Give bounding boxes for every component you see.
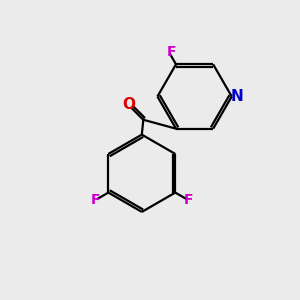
Text: F: F bbox=[184, 193, 193, 207]
Text: N: N bbox=[231, 89, 244, 104]
Text: O: O bbox=[122, 97, 135, 112]
Text: F: F bbox=[167, 45, 176, 59]
Text: F: F bbox=[90, 193, 100, 207]
